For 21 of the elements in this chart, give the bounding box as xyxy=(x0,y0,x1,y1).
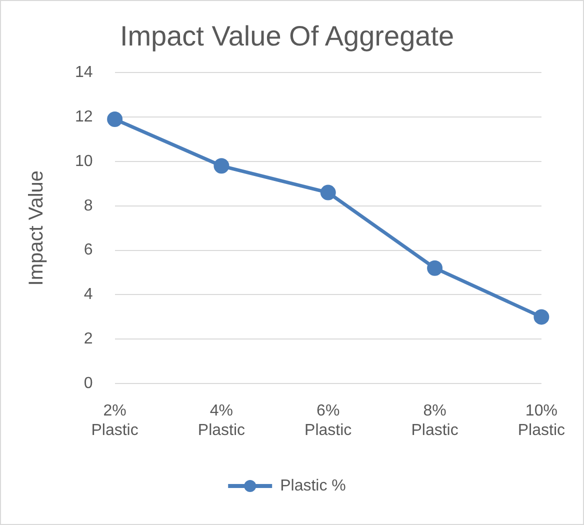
x-tick-label: 10% Plastic xyxy=(518,402,565,439)
y-tick-label: 8 xyxy=(84,197,93,214)
point xyxy=(107,112,123,127)
legend-label: Plastic % xyxy=(280,477,346,494)
x-tick-label: 2% Plastic xyxy=(91,402,138,439)
x-tick-label: 6% Plastic xyxy=(304,402,352,439)
y-tick-label: 12 xyxy=(75,108,93,126)
y-axis-title: Impact Value xyxy=(26,170,48,286)
y-tick-label: 10 xyxy=(75,152,93,170)
point xyxy=(427,260,443,276)
point xyxy=(214,158,230,174)
y-tick-label: 14 xyxy=(75,64,93,82)
point xyxy=(534,309,550,325)
x-tick-label: 8% Plastic xyxy=(411,402,458,439)
y-tick-label: 0 xyxy=(84,375,93,392)
x-tick-label: 4% Plastic xyxy=(198,402,246,439)
chart-title: Impact Value Of Aggregate xyxy=(120,20,454,52)
y-tick-label: 6 xyxy=(84,242,93,259)
y-tick-label: 2 xyxy=(84,330,93,348)
y-tick-label: 4 xyxy=(84,286,93,304)
point xyxy=(320,184,336,200)
